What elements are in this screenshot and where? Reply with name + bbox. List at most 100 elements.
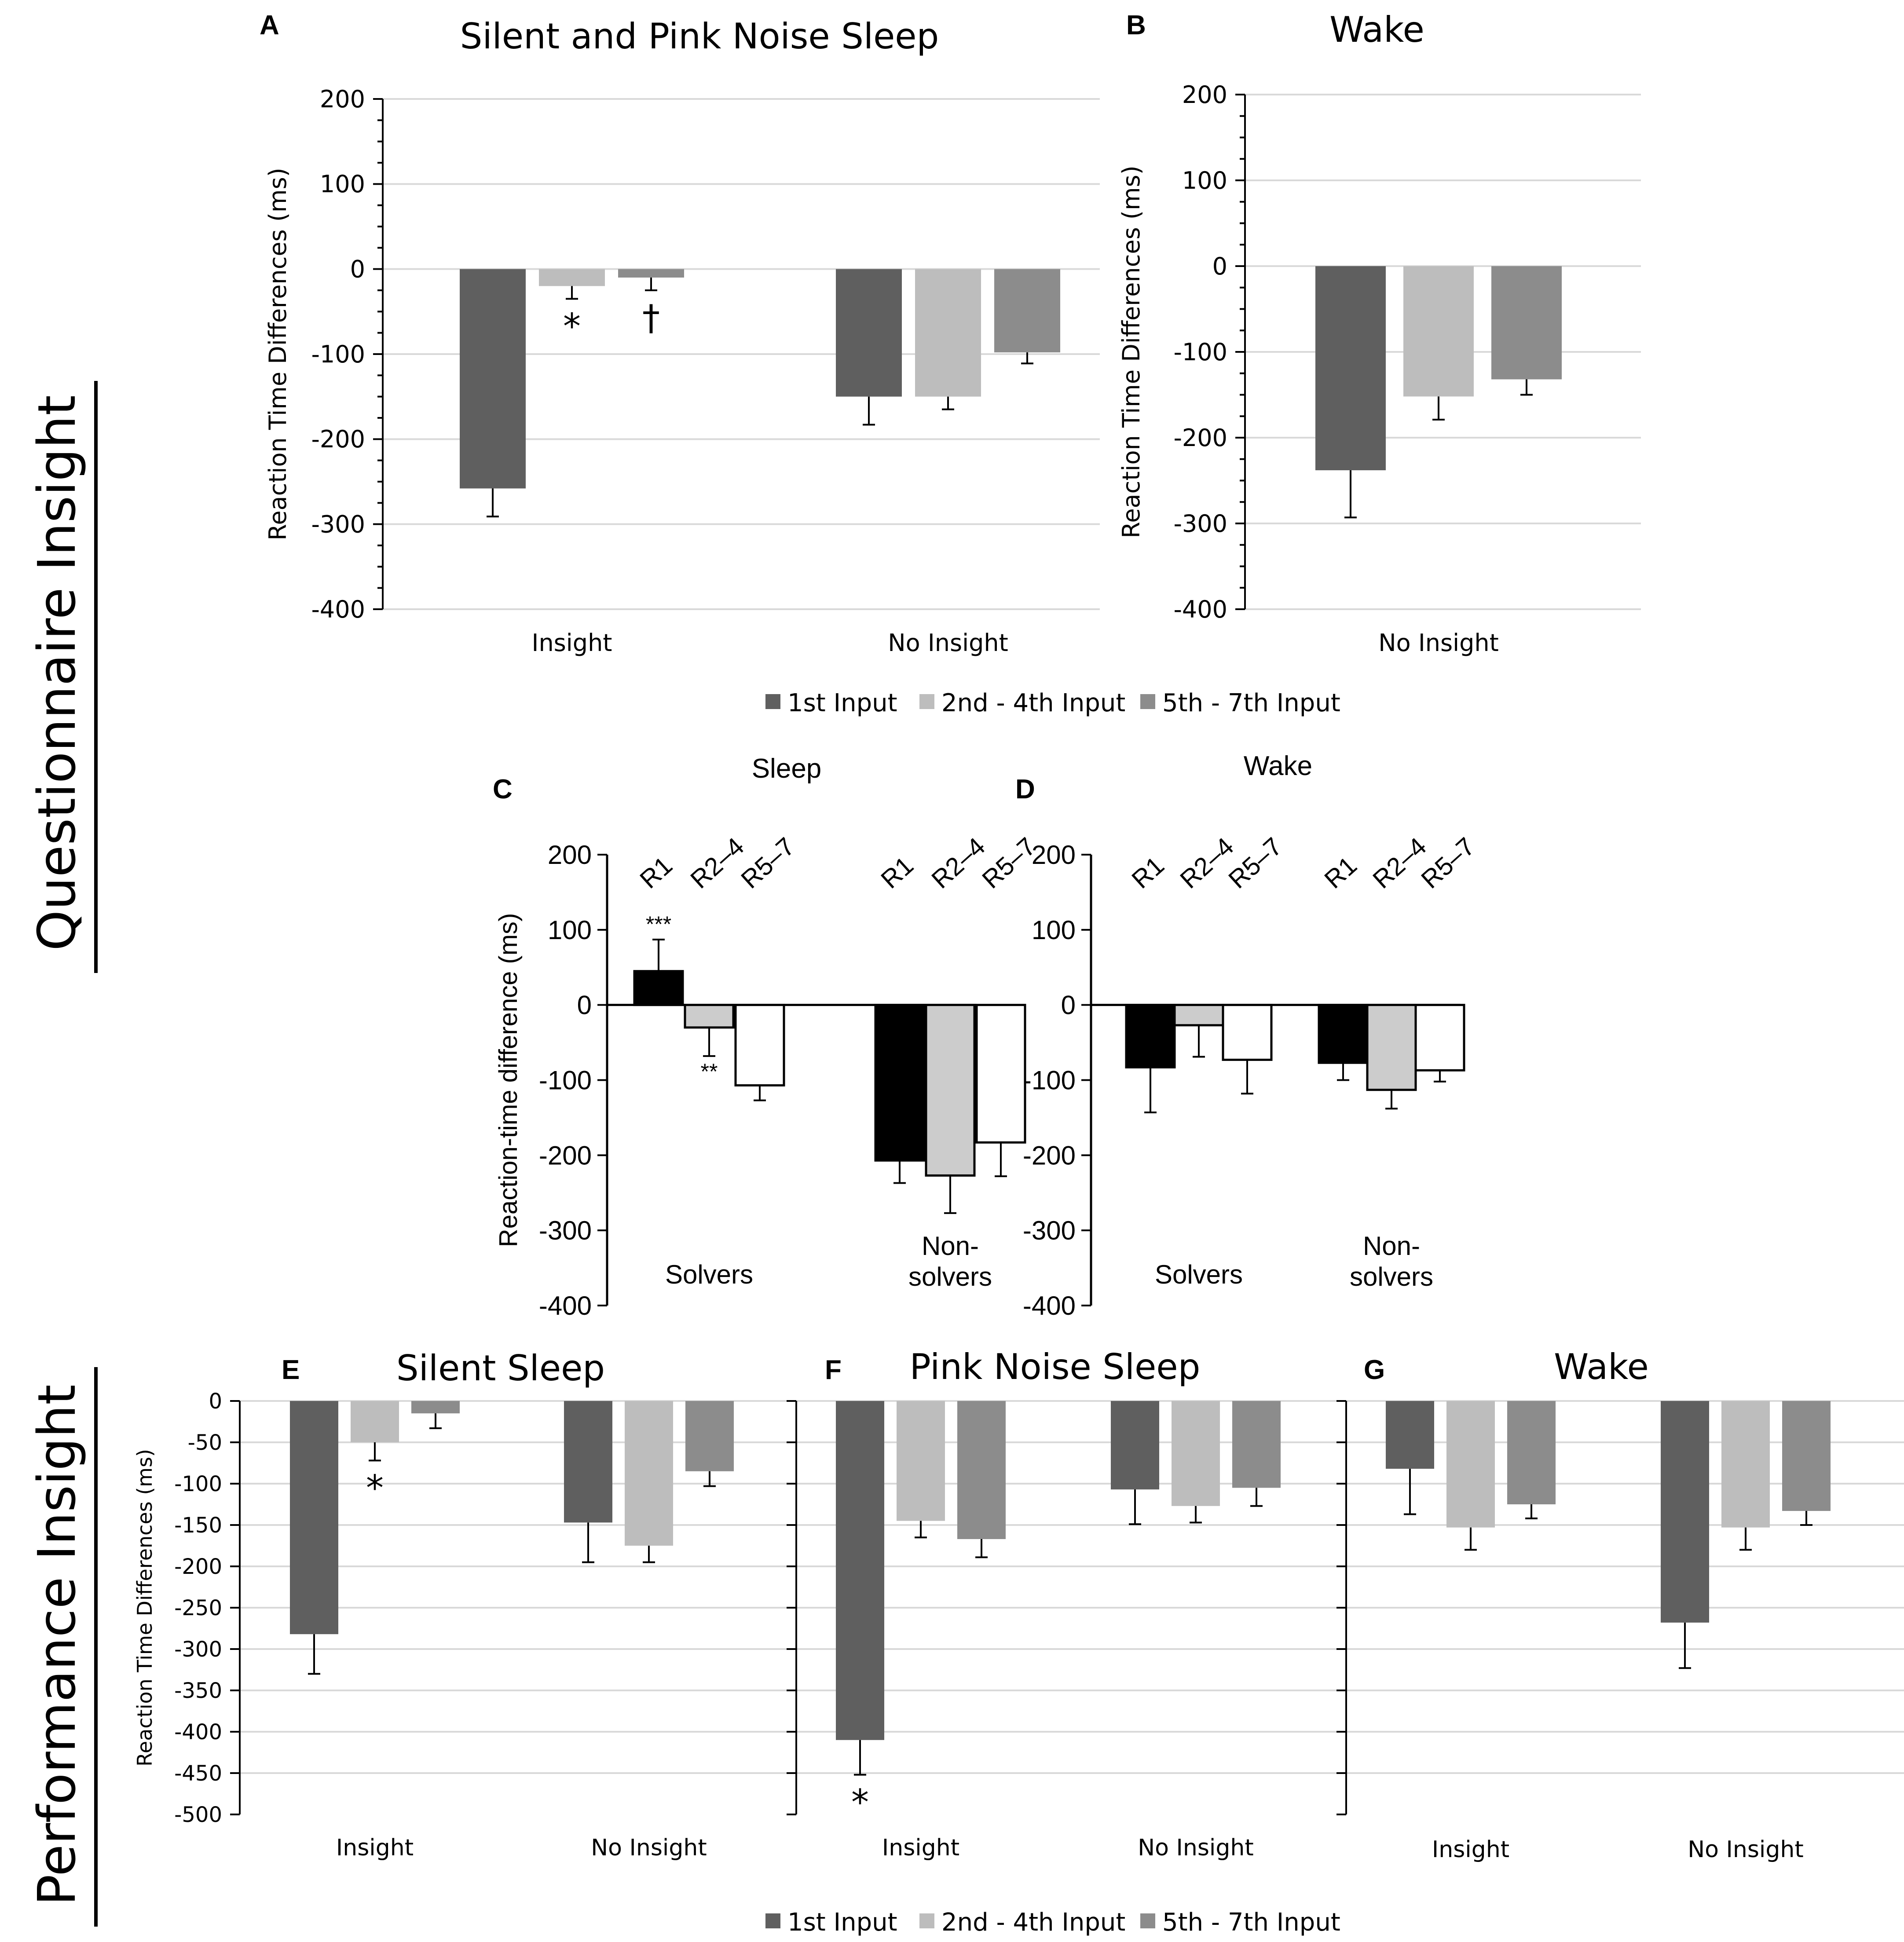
bar: [1111, 1401, 1159, 1490]
bar: [1721, 1401, 1770, 1528]
bar: [564, 1401, 612, 1523]
bar: [1173, 1004, 1224, 1027]
category-label: solvers: [908, 1262, 992, 1291]
y-tick-label: -500: [174, 1803, 222, 1827]
category-label: No Insight: [591, 1835, 707, 1861]
y-tick-label: -400: [311, 596, 365, 623]
y-tick-label: -200: [1173, 424, 1227, 452]
category-label: Insight: [882, 1835, 959, 1861]
y-tick-label: 200: [548, 840, 592, 870]
panel-letter-b: B: [1126, 10, 1146, 40]
panel-b-title: Wake: [1329, 9, 1424, 50]
legend-label-third: 5th - 7th Input: [1162, 1908, 1340, 1937]
y-axis-title: Reaction Time Differences (ms): [133, 1449, 157, 1766]
y-tick-label: 0: [1212, 252, 1227, 280]
bar: [1446, 1401, 1495, 1528]
y-tick-label: 0: [209, 1389, 222, 1414]
legend-bottom: 1st Input 2nd - 4th Input 5th - 7th Inpu…: [765, 1908, 1340, 1937]
bar: [1661, 1401, 1709, 1623]
bar: [1386, 1401, 1434, 1469]
bar: [460, 269, 526, 489]
y-tick-label: -300: [174, 1637, 222, 1662]
category-label: Non-: [922, 1231, 979, 1261]
legend-top: 1st Input 2nd - 4th Input 5th - 7th Inpu…: [765, 689, 1340, 717]
bar: [684, 1004, 735, 1029]
y-tick-label: 200: [1032, 840, 1076, 870]
panel-letter-f: F: [825, 1355, 842, 1385]
y-tick-label: -100: [1173, 338, 1227, 366]
bar-label: R1: [1126, 851, 1170, 894]
bar-label: R2–4: [1367, 832, 1432, 894]
panel-f-title: Pink Noise Sleep: [910, 1346, 1201, 1387]
panel-letter-c: C: [493, 774, 513, 805]
panel-letter-a: A: [260, 10, 279, 40]
y-tick-label: -250: [174, 1596, 222, 1620]
significance-marker: *: [563, 306, 581, 347]
bar: [411, 1401, 460, 1414]
bar: [1782, 1401, 1831, 1511]
y-tick-label: -100: [174, 1472, 222, 1496]
panel-d-title: Wake: [1244, 751, 1312, 781]
legend-label-second: 2nd - 4th Input: [941, 689, 1125, 717]
bar: [1403, 266, 1474, 397]
chart-panel-f: Insight No Insight *: [787, 1400, 1346, 1861]
bar: [1414, 1004, 1465, 1072]
bar: [874, 1004, 925, 1162]
bar: [1232, 1401, 1281, 1488]
bar: [1491, 266, 1562, 380]
y-tick-label: 200: [1182, 81, 1227, 109]
bar: [1318, 1004, 1369, 1064]
y-tick-label: 100: [320, 170, 365, 198]
legend-swatch-second: [919, 1913, 934, 1928]
legend-swatch-first: [765, 1913, 780, 1928]
legend-label-second: 2nd - 4th Input: [941, 1908, 1125, 1937]
bar: [734, 1004, 785, 1086]
y-tick-label: -50: [188, 1430, 222, 1455]
bar: [1172, 1401, 1220, 1506]
bar: [539, 269, 605, 286]
panel-letter-e: E: [282, 1355, 300, 1385]
y-tick-label: -150: [174, 1513, 222, 1538]
y-tick-label: -200: [311, 425, 365, 453]
y-tick-label: -100: [539, 1066, 592, 1095]
legend-label-first: 1st Input: [787, 1908, 897, 1937]
y-tick-label: -350: [174, 1679, 222, 1703]
y-tick-label: 0: [350, 256, 365, 283]
section-label-questionnaire: Questionnaire Insight: [26, 395, 87, 951]
category-label: No Insight: [1378, 629, 1499, 657]
category-label: No Insight: [888, 629, 1008, 657]
y-tick-label: 0: [1061, 991, 1076, 1020]
legend-label-first: 1st Input: [787, 689, 897, 717]
bar-label: R1: [634, 851, 678, 894]
bar-label: R5–7: [736, 832, 800, 894]
y-tick-label: -200: [1023, 1141, 1076, 1170]
y-tick-label: -300: [1023, 1216, 1076, 1245]
bar-label: R2–4: [926, 832, 991, 894]
category-label: solvers: [1350, 1262, 1433, 1291]
section-label-performance: Performance Insight: [26, 1384, 87, 1905]
legend-label-third: 5th - 7th Input: [1162, 689, 1340, 717]
chart-panel-b: 200 100 0 -100 -200 -300 -400 Reaction Time Dif…: [1117, 81, 1641, 657]
y-tick-label: 100: [1182, 167, 1227, 194]
chart-panel-c: 200 100 0 -100 -200 -300 -400 Reaction-time dif…: [494, 832, 1041, 1320]
y-tick-label: -400: [1023, 1291, 1076, 1320]
y-tick-label: -100: [311, 340, 365, 368]
y-tick-label: -200: [539, 1141, 592, 1170]
bar-label: R2–4: [1175, 832, 1239, 894]
panel-letter-d: D: [1015, 774, 1035, 805]
y-tick-label: -450: [174, 1761, 222, 1786]
bar: [685, 1401, 734, 1471]
panel-a-title: Silent and Pink Noise Sleep: [460, 16, 939, 57]
bar: [836, 269, 902, 397]
y-tick-label: -300: [539, 1216, 592, 1245]
bar: [925, 1004, 976, 1177]
bar-label: R1: [1319, 851, 1362, 894]
y-axis-title: Reaction Time Differences (ms): [1117, 165, 1145, 538]
bar-label: R5–7: [1416, 832, 1480, 894]
y-tick-label: 0: [577, 991, 592, 1020]
category-label: No Insight: [1138, 1835, 1253, 1861]
category-label: Solvers: [665, 1260, 753, 1289]
category-label: Insight: [336, 1835, 414, 1861]
